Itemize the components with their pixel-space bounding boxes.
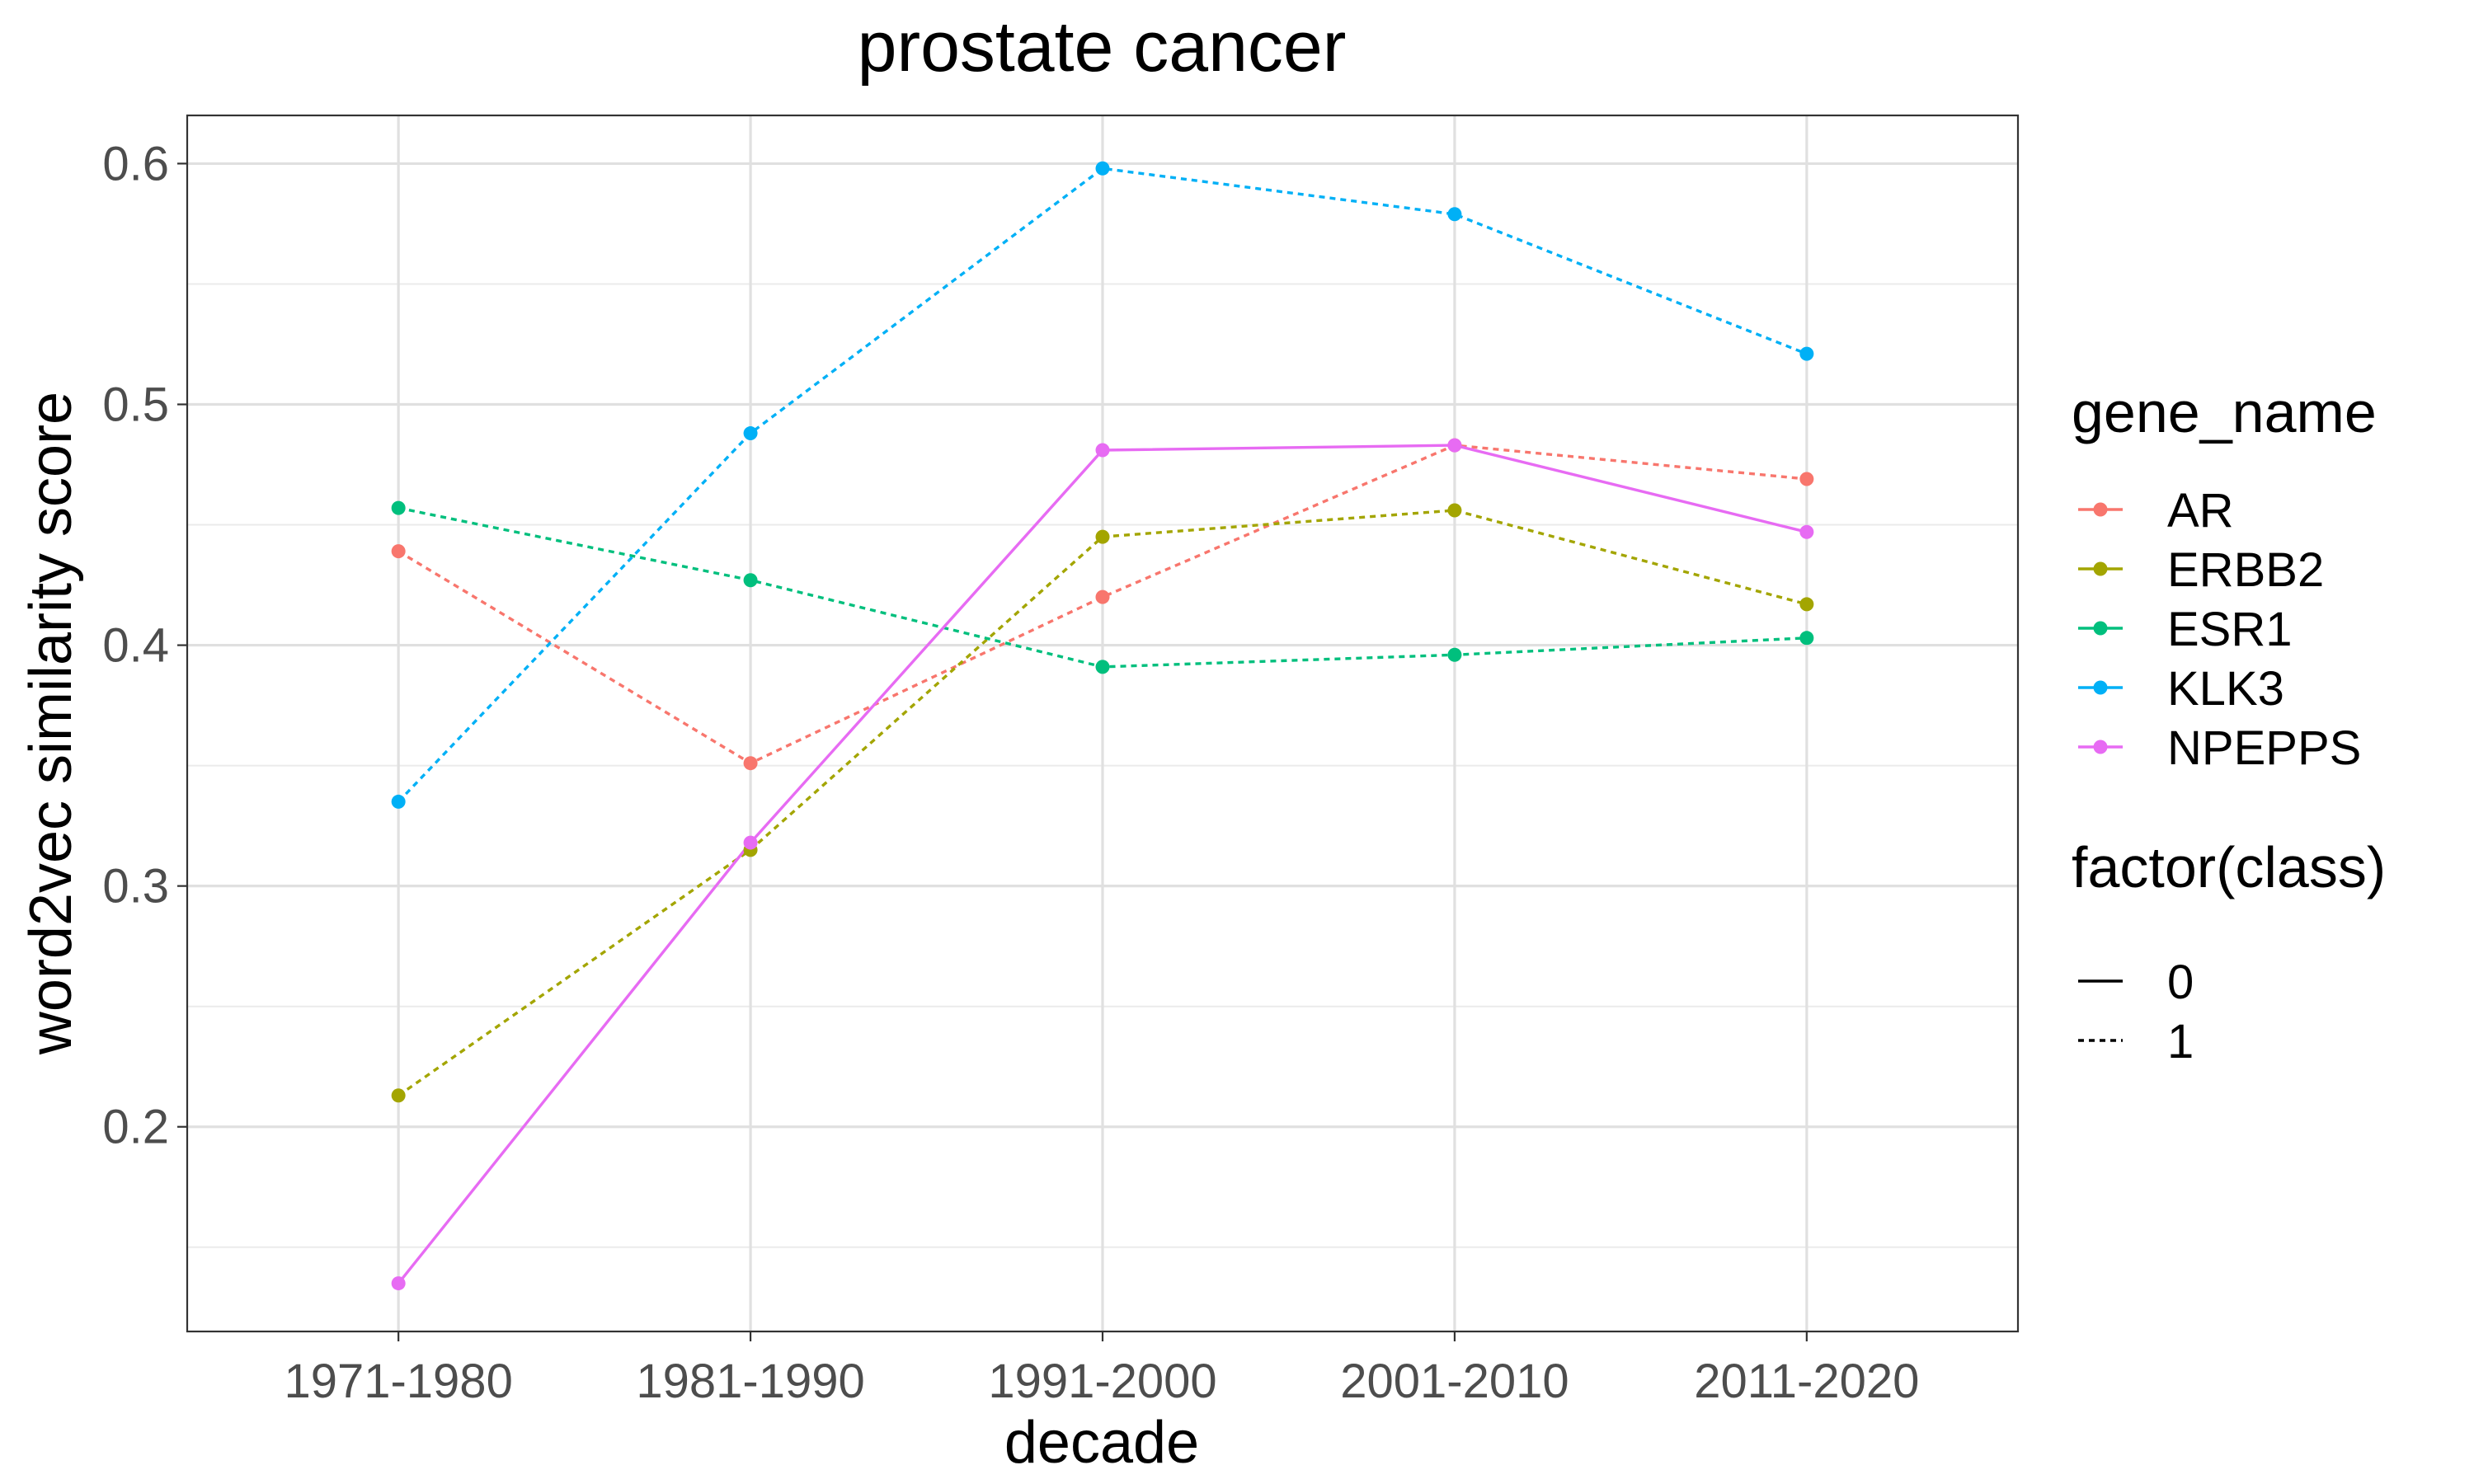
y-tick-label: 0.6 (102, 137, 169, 190)
data-point-esr1 (1799, 631, 1814, 646)
y-axis: 0.2 0.3 0.4 0.5 0.6 (102, 137, 187, 1154)
y-axis-title: word2vec similarity score (18, 392, 84, 1055)
legend-key-point-klk3 (2093, 680, 2108, 695)
data-point-klk3 (1447, 207, 1462, 222)
legend-linetype-title: factor(class) (2072, 835, 2386, 899)
data-point-ar (1799, 472, 1814, 486)
legend-label-erbb2: ERBB2 (2167, 543, 2324, 597)
data-point-npepps (1095, 443, 1110, 458)
data-point-ar (1095, 589, 1110, 604)
legend-key-point-erbb2 (2093, 561, 2108, 576)
legend-linetype-label-1: 1 (2167, 1015, 2194, 1068)
y-tick-label: 0.2 (102, 1101, 169, 1154)
data-point-npepps (391, 1276, 406, 1291)
data-point-esr1 (391, 500, 406, 515)
x-tick-label: 2011-2020 (1694, 1355, 1919, 1408)
y-tick-label: 0.4 (102, 619, 169, 673)
data-point-ar (743, 756, 758, 771)
data-point-erbb2 (391, 1088, 406, 1103)
data-point-ar (391, 544, 406, 559)
data-point-klk3 (391, 794, 406, 809)
y-tick-label: 0.5 (102, 378, 169, 431)
data-point-erbb2 (1447, 503, 1462, 518)
x-tick-label: 1991-2000 (988, 1355, 1216, 1408)
data-point-npepps (1447, 438, 1462, 453)
x-axis: 1971-1980 1981-1990 1991-2000 2001-2010 2011… (284, 1331, 1919, 1408)
data-point-esr1 (743, 573, 758, 588)
legend-linetype-label-0: 0 (2167, 956, 2194, 1009)
legend-label-npepps: NPEPPS (2167, 721, 2361, 775)
legend-color-title: gene_name (2072, 380, 2377, 444)
x-axis-title: decade (1004, 1410, 1199, 1476)
legend-key-point-esr1 (2093, 621, 2108, 636)
data-point-klk3 (1095, 161, 1110, 176)
data-point-klk3 (743, 426, 758, 441)
data-point-erbb2 (1095, 529, 1110, 544)
legend-key-point-npepps (2093, 740, 2108, 754)
legend-label-esr1: ESR1 (2167, 603, 2293, 656)
y-tick-label: 0.3 (102, 860, 169, 913)
chart-title: prostate cancer (858, 7, 1347, 87)
legend-label-ar: AR (2167, 484, 2234, 538)
data-point-npepps (1799, 524, 1814, 539)
series-line-klk3 (397, 167, 1808, 803)
series-line-erbb2 (397, 509, 1808, 1097)
x-tick-label: 2001-2010 (1340, 1355, 1569, 1408)
series-points (391, 161, 1814, 1291)
data-point-npepps (743, 835, 758, 850)
x-tick-label: 1981-1990 (636, 1355, 864, 1408)
legend-factor-class: 01 (2078, 956, 2194, 1068)
data-point-esr1 (1447, 647, 1462, 662)
legend-label-klk3: KLK3 (2167, 662, 2284, 716)
data-point-klk3 (1799, 346, 1814, 361)
legend-key-point-ar (2093, 502, 2108, 517)
x-tick-label: 1971-1980 (284, 1355, 512, 1408)
series-line-ar (397, 444, 1807, 765)
data-point-esr1 (1095, 660, 1110, 674)
data-point-erbb2 (1799, 597, 1814, 612)
